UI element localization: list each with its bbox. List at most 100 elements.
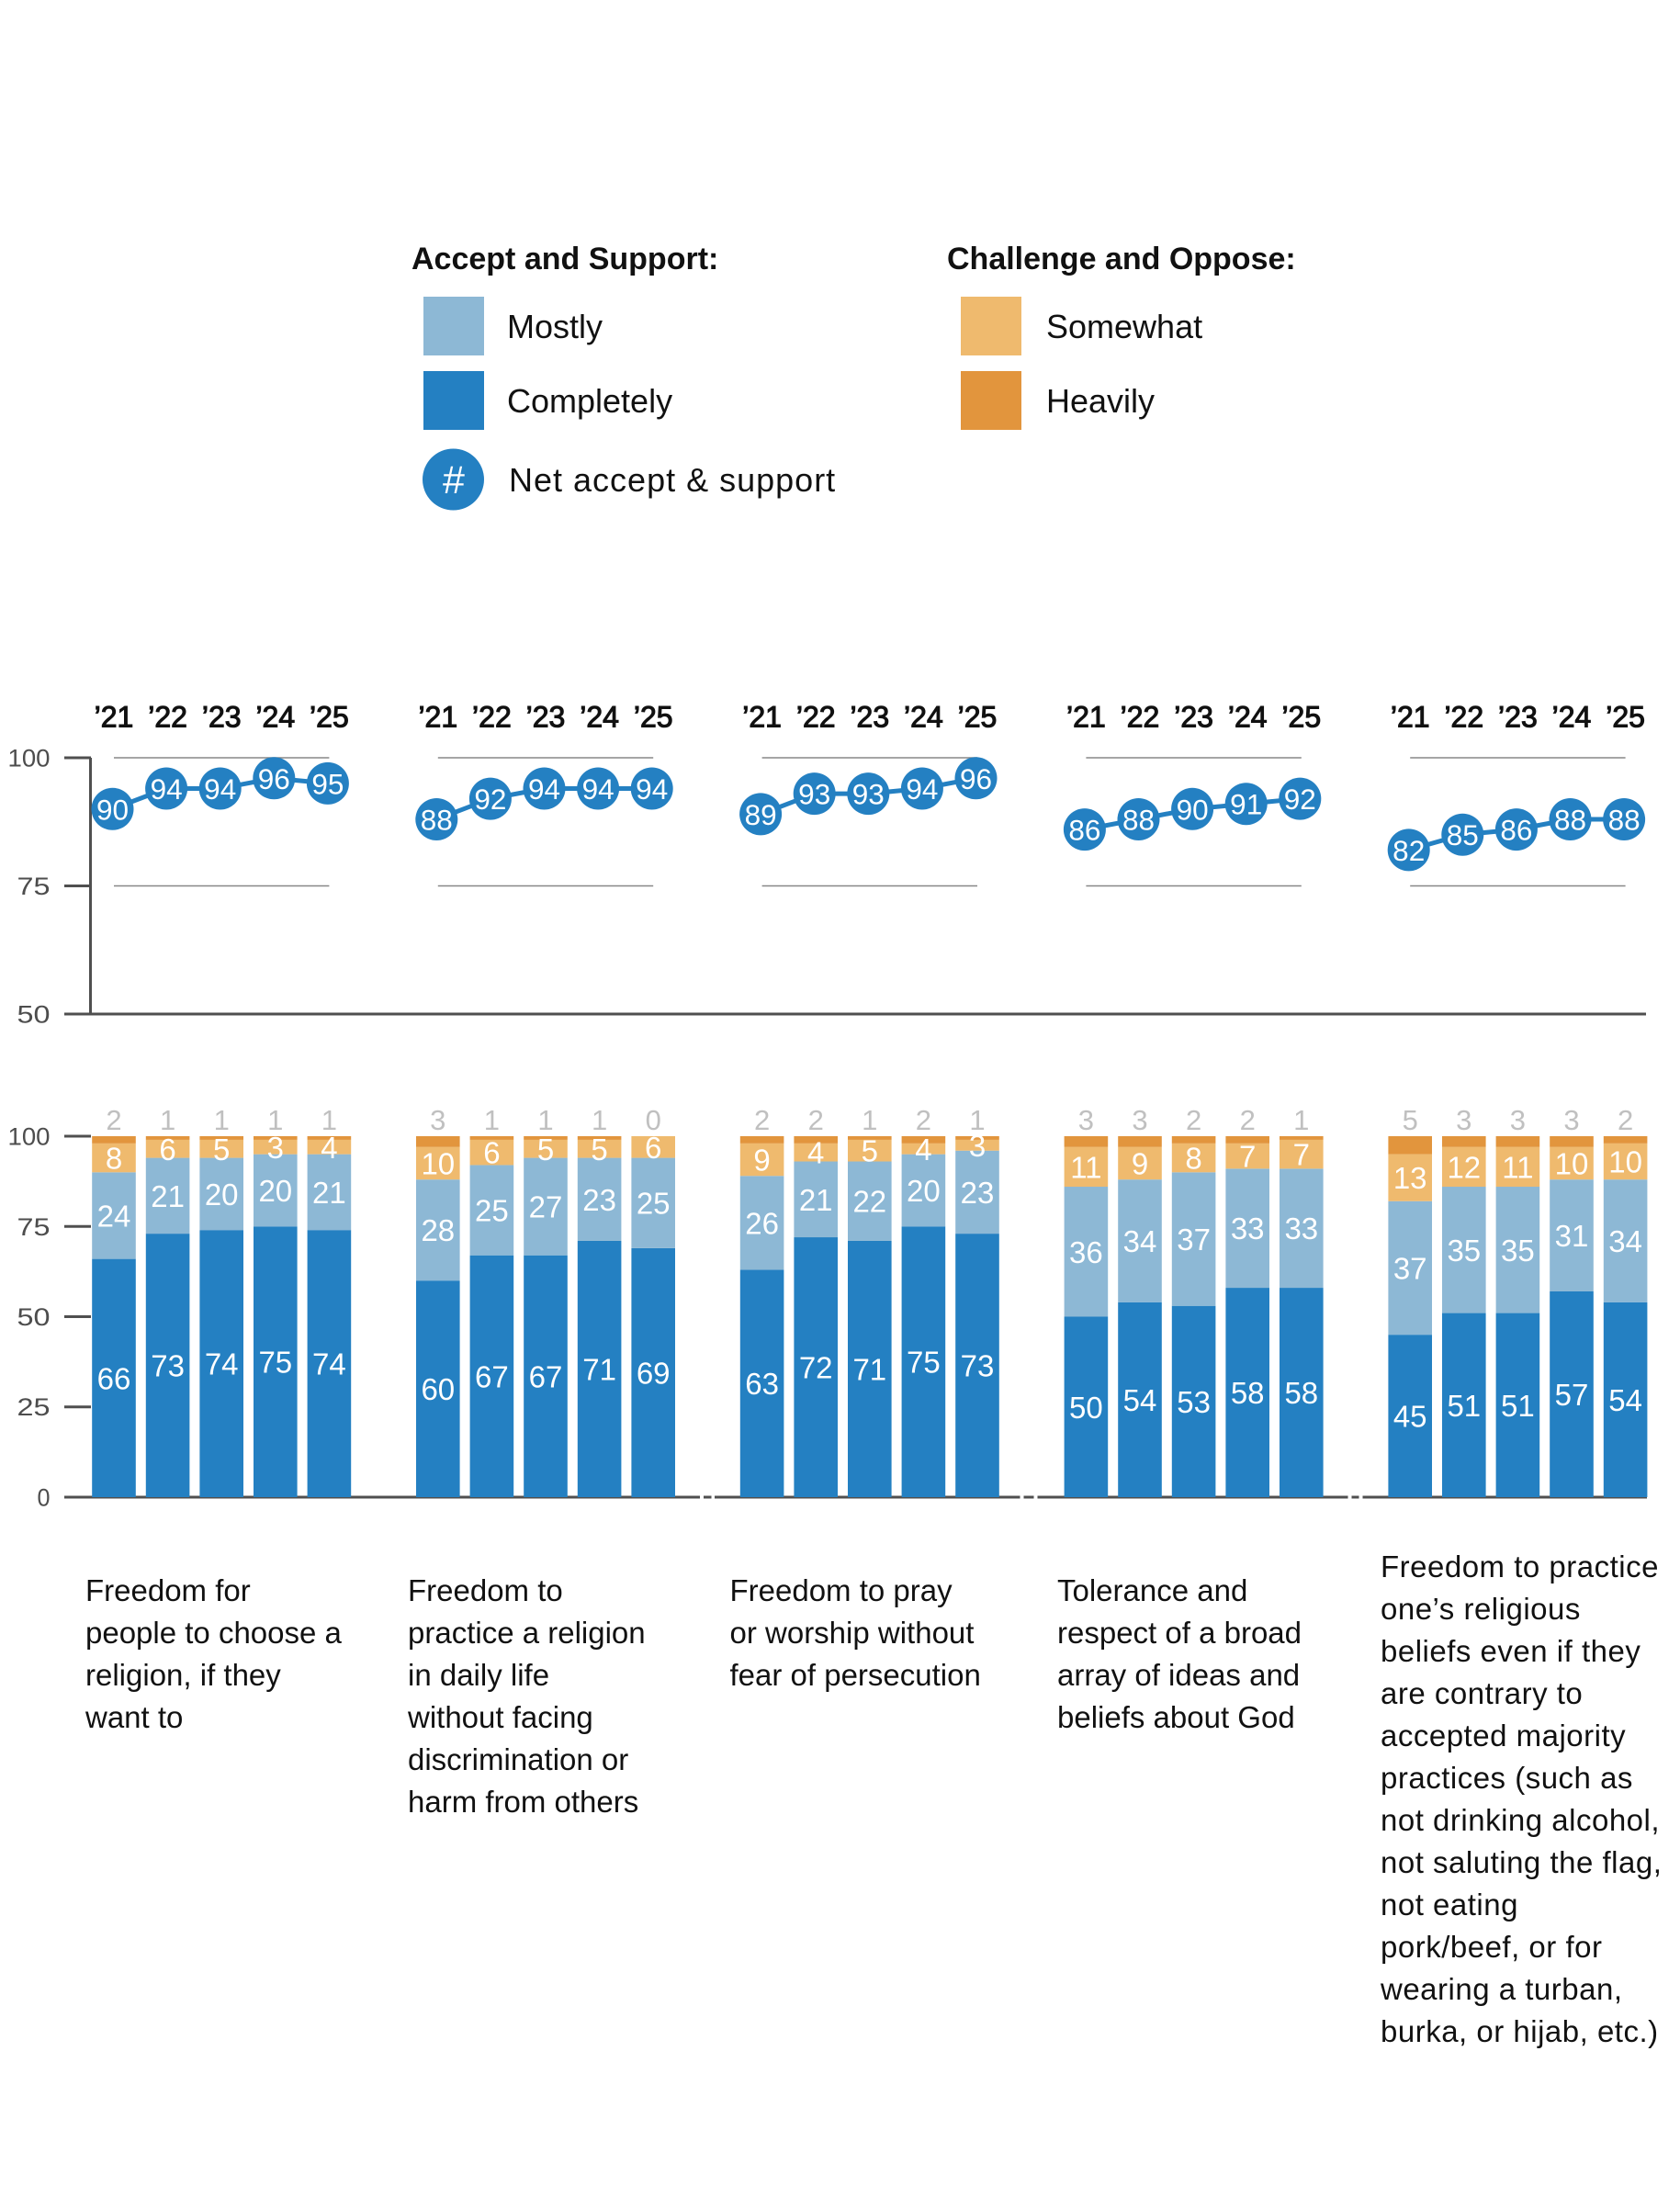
svg-text:94: 94 [528,772,560,806]
svg-text:’25: ’25 [634,701,673,734]
svg-text:35: 35 [1501,1234,1535,1268]
svg-text:accepted majority: accepted majority [1381,1719,1626,1753]
svg-text:2: 2 [1240,1104,1256,1136]
svg-text:4: 4 [321,1131,337,1165]
svg-text:37: 37 [1393,1251,1427,1285]
svg-text:Challenge and Oppose:: Challenge and Oppose: [947,242,1296,276]
svg-text:7: 7 [1293,1138,1310,1172]
svg-text:82: 82 [1392,834,1425,867]
svg-text:33: 33 [1231,1212,1265,1245]
svg-text:Freedom for: Freedom for [85,1573,251,1607]
svg-text:25: 25 [637,1187,671,1221]
svg-text:’22: ’22 [148,701,187,734]
svg-text:63: 63 [745,1367,779,1401]
svg-text:71: 71 [582,1353,616,1387]
svg-text:85: 85 [1447,818,1479,851]
svg-text:’24: ’24 [1552,701,1592,734]
svg-text:67: 67 [475,1359,509,1393]
svg-text:pork/beef, or for: pork/beef, or for [1381,1930,1602,1964]
svg-text:1: 1 [862,1104,877,1136]
svg-text:not saluting the flag,: not saluting the flag, [1381,1845,1662,1879]
svg-text:2: 2 [808,1104,824,1136]
svg-text:’22: ’22 [1121,701,1160,734]
svg-text:1: 1 [537,1104,553,1136]
svg-text:5: 5 [537,1133,554,1166]
svg-text:6: 6 [483,1136,500,1170]
svg-text:34: 34 [1608,1224,1642,1258]
svg-text:not eating: not eating [1381,1888,1518,1922]
svg-text:3: 3 [1563,1104,1579,1136]
svg-text:6: 6 [645,1131,661,1165]
svg-text:#: # [443,458,465,502]
svg-text:20: 20 [258,1174,292,1208]
svg-text:88: 88 [1122,804,1155,837]
svg-text:’21: ’21 [418,701,457,734]
svg-text:Freedom to practice: Freedom to practice [1381,1550,1659,1583]
svg-text:5: 5 [591,1133,607,1166]
svg-text:people to choose a: people to choose a [85,1616,343,1650]
svg-text:94: 94 [204,772,236,806]
svg-text:88: 88 [1554,804,1586,837]
svg-text:25: 25 [17,1393,51,1421]
svg-text:21: 21 [151,1179,185,1213]
svg-text:72: 72 [799,1351,833,1385]
svg-text:2: 2 [1618,1104,1633,1136]
svg-text:without facing: without facing [407,1700,593,1734]
svg-text:25: 25 [475,1194,509,1228]
svg-text:Accept and Support:: Accept and Support: [412,242,718,276]
svg-text:45: 45 [1393,1400,1427,1434]
svg-text:wearing a turban,: wearing a turban, [1380,1972,1623,2006]
svg-text:Mostly: Mostly [507,308,603,345]
svg-text:1: 1 [592,1104,607,1136]
svg-text:8: 8 [106,1142,122,1176]
svg-text:’23: ’23 [526,701,566,734]
svg-text:60: 60 [421,1372,455,1406]
svg-text:94: 94 [582,772,614,806]
svg-text:one’s religious: one’s religious [1381,1592,1581,1626]
svg-text:burka, or hijab, etc.): burka, or hijab, etc.) [1381,2014,1659,2048]
svg-text:28: 28 [421,1213,455,1247]
svg-text:respect of a broad: respect of a broad [1057,1616,1302,1650]
svg-text:94: 94 [636,772,668,806]
svg-text:13: 13 [1393,1161,1427,1195]
svg-text:’24: ’24 [255,701,295,734]
svg-text:23: 23 [582,1183,616,1217]
svg-text:discrimination or: discrimination or [408,1742,628,1776]
svg-text:Completely: Completely [507,382,672,420]
svg-text:88: 88 [1608,804,1641,837]
svg-text:75: 75 [17,873,51,900]
svg-text:1: 1 [321,1104,337,1136]
svg-text:51: 51 [1447,1389,1481,1423]
svg-text:religion, if they: religion, if they [85,1658,281,1692]
svg-text:’24: ’24 [580,701,619,734]
svg-text:’25: ’25 [310,701,349,734]
svg-text:beliefs about God: beliefs about God [1057,1700,1295,1734]
svg-text:50: 50 [17,1001,51,1029]
svg-text:0: 0 [646,1104,661,1136]
svg-text:Net accept & support: Net accept & support [509,461,836,499]
svg-text:5: 5 [213,1133,230,1166]
svg-text:73: 73 [961,1349,995,1383]
svg-text:array of ideas and: array of ideas and [1057,1658,1300,1692]
svg-text:50: 50 [1069,1391,1103,1425]
svg-text:3: 3 [1078,1104,1094,1136]
svg-text:24: 24 [97,1200,131,1234]
svg-text:3: 3 [969,1129,986,1163]
svg-text:21: 21 [799,1183,833,1217]
svg-text:9: 9 [753,1144,770,1178]
svg-text:11: 11 [1502,1150,1533,1184]
svg-text:3: 3 [430,1104,445,1136]
svg-text:’22: ’22 [796,701,836,734]
svg-text:58: 58 [1231,1376,1265,1410]
svg-text:88: 88 [421,804,453,837]
svg-text:1: 1 [484,1104,500,1136]
svg-text:Freedom to pray: Freedom to pray [730,1573,953,1607]
svg-text:2: 2 [106,1104,121,1136]
svg-text:10: 10 [1608,1145,1642,1179]
svg-text:74: 74 [205,1347,239,1381]
svg-text:74: 74 [312,1347,346,1381]
svg-text:fear of persecution: fear of persecution [730,1658,981,1692]
svg-text:89: 89 [745,798,777,831]
svg-text:in daily life: in daily life [408,1658,549,1692]
svg-text:’21: ’21 [742,701,782,734]
